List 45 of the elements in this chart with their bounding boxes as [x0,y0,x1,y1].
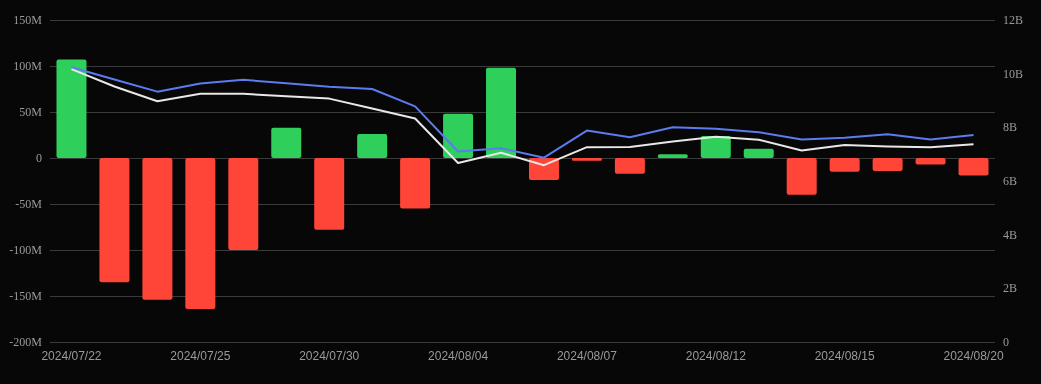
y-tick-label: 150M [13,13,43,27]
bar [657,154,688,158]
x-tick-label: 2024/08/15 [814,349,876,363]
bar [99,158,130,283]
bar [915,158,946,165]
bar [743,148,774,158]
bar [443,113,474,158]
x-tick-label: 2024/08/12 [685,349,747,363]
bar [400,158,431,209]
bar [142,158,173,300]
bar [271,127,302,158]
x-tick-label: 2024/08/04 [428,349,489,363]
y2-tick-label: 8B [1003,120,1018,135]
y-tick-label: 0 [36,151,42,165]
x-tick-label: 2024/07/22 [41,349,102,363]
y2-tick-label: 4B [1003,227,1018,242]
bar [614,158,645,174]
bar [872,158,903,171]
x-tick-label: 2024/08/20 [943,349,1004,363]
y2-tick-label: 10B [1003,66,1024,81]
bar [56,59,87,158]
bar [357,134,388,158]
x-tick-label: 2024/07/25 [170,349,231,363]
bar [829,158,860,172]
bar [486,67,517,158]
y-tick-label: -200M [9,335,43,349]
x-tick-label: 2024/07/30 [299,349,360,363]
y2-tick-label: 6B [1003,174,1018,188]
y2-tick-label: 0 [1003,335,1009,349]
y2-tick-label: 2B [1003,281,1018,296]
y2-tick-label: 12B [1003,13,1024,27]
y-tick-label: 50M [19,105,43,119]
y-tick-label: -50M [15,197,43,211]
bar [228,158,259,250]
bar [314,158,345,230]
x-tick-label: 2024/08/07 [556,349,618,363]
y-tick-label: -100M [9,243,43,257]
bar [786,158,817,195]
y-tick-label: -150M [9,289,43,303]
bar [571,158,602,161]
bar [528,158,559,181]
bar [700,135,731,158]
y-tick-label: 100M [13,59,43,73]
bar [958,158,989,176]
bar [185,158,216,309]
